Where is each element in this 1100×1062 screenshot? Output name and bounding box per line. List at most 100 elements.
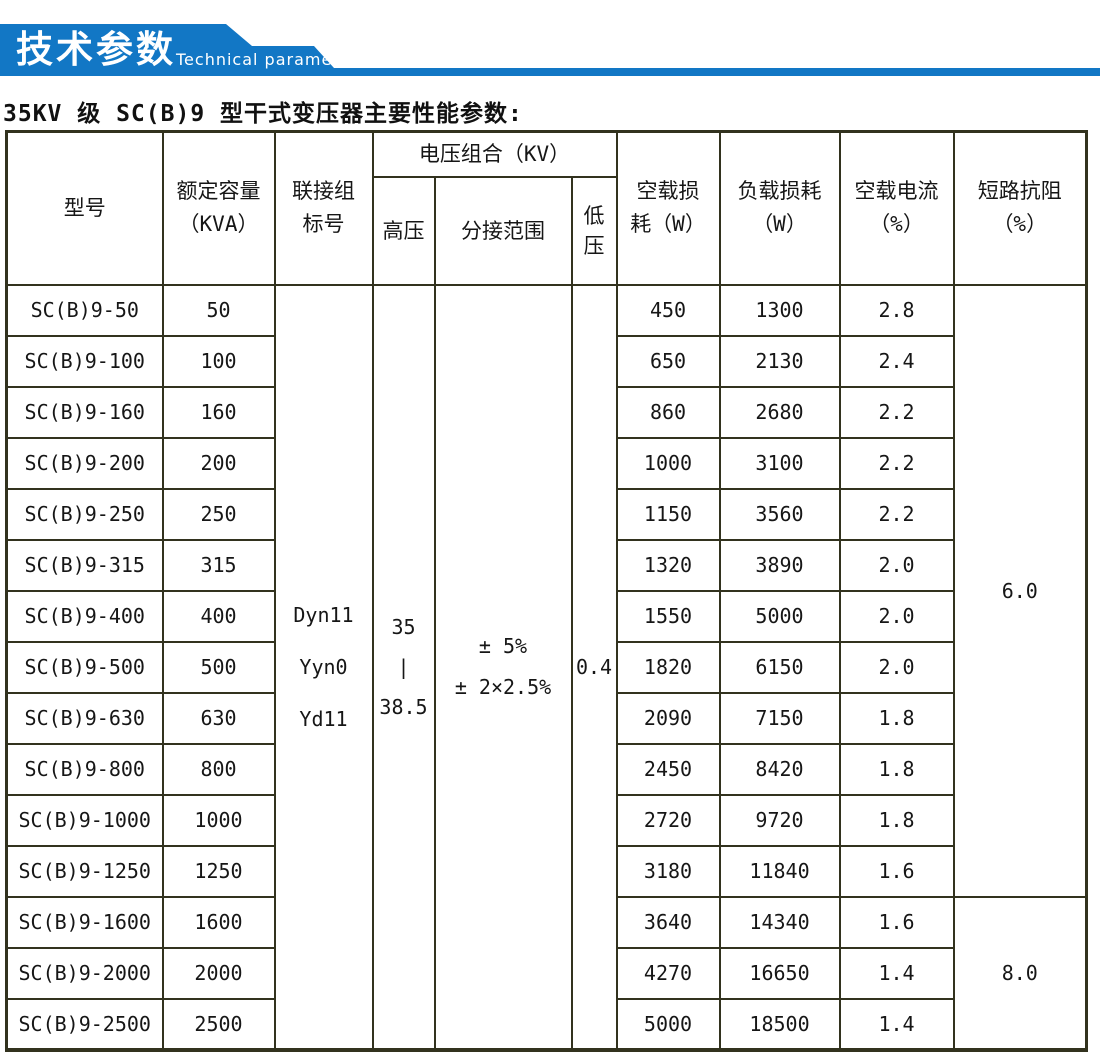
no-load-current-cell: 2.0 [838,538,955,592]
lv-cell: 0.4 [570,283,618,1051]
no-load-loss-cell: 4270 [615,946,721,1000]
model-cell: SC(B)9-800 [5,742,164,796]
table-row: SC(B)9-200 200 1000 3100 2.2 [5,436,1087,490]
col-header-impedance: 短路抗阻 （%） [952,130,1088,286]
capacity-cell: 2000 [161,946,276,1000]
table-row: SC(B)9-100 100 650 2130 2.4 [5,334,1087,388]
no-load-current-cell: 2.4 [838,334,955,388]
banner-title-cn: 技术参数 [16,28,176,71]
load-loss-cell: 1300 [718,283,841,337]
capacity-cell: 500 [161,640,276,694]
no-load-loss-cell: 3640 [615,895,721,949]
page-title: 35KV 级 SC(B)9 型干式变压器主要性能参数: [3,101,523,127]
load-loss-cell: 2130 [718,334,841,388]
no-load-loss-cell: 5000 [615,997,721,1051]
no-load-current-cell: 1.4 [838,997,955,1051]
model-cell: SC(B)9-500 [5,640,164,694]
model-cell: SC(B)9-160 [5,385,164,439]
no-load-loss-cell: 650 [615,334,721,388]
model-cell: SC(B)9-100 [5,334,164,388]
table-row: SC(B)9-2000 2000 4270 16650 1.4 [5,946,1087,1000]
impedance-cell-8: 8.0 [952,895,1088,1051]
header-banner: 技术参数 Technical parameter [0,0,1100,100]
no-load-current-cell: 2.2 [838,385,955,439]
no-load-loss-cell: 1000 [615,436,721,490]
load-loss-cell: 16650 [718,946,841,1000]
table-row: SC(B)9-630 630 2090 7150 1.8 [5,691,1087,745]
banner-title-en: Technical parameter [176,50,359,69]
col-header-capacity: 额定容量 （KVA） [161,130,276,286]
no-load-loss-cell: 2090 [615,691,721,745]
no-load-loss-cell: 450 [615,283,721,337]
capacity-cell: 1250 [161,844,276,898]
col-header-tap-range: 分接范围 [433,175,573,286]
capacity-cell: 800 [161,742,276,796]
load-loss-cell: 2680 [718,385,841,439]
table-row: SC(B)9-315 315 1320 3890 2.0 [5,538,1087,592]
no-load-loss-cell: 1320 [615,538,721,592]
model-cell: SC(B)9-50 [5,283,164,337]
no-load-current-cell: 2.2 [838,487,955,541]
load-loss-cell: 7150 [718,691,841,745]
capacity-cell: 315 [161,538,276,592]
no-load-loss-cell: 1550 [615,589,721,643]
table-row: SC(B)9-2500 2500 5000 18500 1.4 [5,997,1087,1051]
col-header-no-load-current: 空载电流 （%） [838,130,955,286]
capacity-cell: 630 [161,691,276,745]
col-header-model: 型号 [5,130,164,286]
load-loss-cell: 8420 [718,742,841,796]
no-load-loss-cell: 3180 [615,844,721,898]
capacity-cell: 200 [161,436,276,490]
model-cell: SC(B)9-630 [5,691,164,745]
no-load-loss-cell: 1820 [615,640,721,694]
capacity-cell: 400 [161,589,276,643]
capacity-cell: 50 [161,283,276,337]
col-header-lv: 低 压 [570,175,618,286]
vector-group-cell: Dyn11 Yyn0 Yd11 [273,283,374,1051]
no-load-current-cell: 1.6 [838,895,955,949]
model-cell: SC(B)9-315 [5,538,164,592]
load-loss-cell: 3560 [718,487,841,541]
load-loss-cell: 9720 [718,793,841,847]
no-load-current-cell: 2.0 [838,640,955,694]
model-cell: SC(B)9-1600 [5,895,164,949]
load-loss-cell: 11840 [718,844,841,898]
col-header-load-loss: 负载损耗 （W） [718,130,841,286]
capacity-cell: 250 [161,487,276,541]
no-load-current-cell: 1.4 [838,946,955,1000]
model-cell: SC(B)9-1250 [5,844,164,898]
model-cell: SC(B)9-250 [5,487,164,541]
model-cell: SC(B)9-1000 [5,793,164,847]
no-load-current-cell: 2.2 [838,436,955,490]
no-load-current-cell: 1.8 [838,793,955,847]
table-row: SC(B)9-500 500 1820 6150 2.0 [5,640,1087,694]
no-load-current-cell: 2.8 [838,283,955,337]
spec-table: 型号 额定容量 （KVA） 联接组 标号 电压组合（KV） 空载损 耗（W） 负… [5,130,1089,1052]
col-header-hv: 高压 [371,175,436,286]
load-loss-cell: 14340 [718,895,841,949]
table-row: SC(B)9-1600 1600 3640 14340 1.6 8.0 [5,895,1088,1051]
tap-range-cell: ± 5% ± 2×2.5% [433,283,573,1051]
table-row: SC(B)9-400 400 1550 5000 2.0 [5,589,1087,643]
no-load-current-cell: 1.6 [838,844,955,898]
banner-ribbon-shape [0,24,1100,76]
no-load-current-cell: 2.0 [838,589,955,643]
no-load-current-cell: 1.8 [838,691,955,745]
model-cell: SC(B)9-200 [5,436,164,490]
load-loss-cell: 3100 [718,436,841,490]
impedance-cell-6: 6.0 [952,283,1088,898]
col-header-no-load-loss: 空载损 耗（W） [615,130,721,286]
no-load-current-cell: 1.8 [838,742,955,796]
no-load-loss-cell: 1150 [615,487,721,541]
no-load-loss-cell: 860 [615,385,721,439]
model-cell: SC(B)9-2500 [5,997,164,1051]
capacity-cell: 160 [161,385,276,439]
capacity-cell: 100 [161,334,276,388]
table-row: SC(B)9-800 800 2450 8420 1.8 [5,742,1087,796]
hv-cell: 35 | 38.5 [371,283,436,1051]
model-cell: SC(B)9-2000 [5,946,164,1000]
table-row: SC(B)9-160 160 860 2680 2.2 [5,385,1087,439]
load-loss-cell: 18500 [718,997,841,1051]
load-loss-cell: 3890 [718,538,841,592]
table-row: SC(B)9-1000 1000 2720 9720 1.8 [5,793,1087,847]
